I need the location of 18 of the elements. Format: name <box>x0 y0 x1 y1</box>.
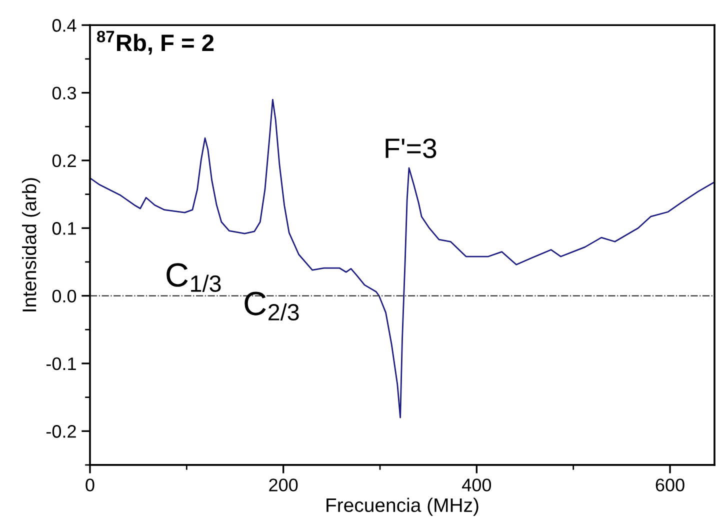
annotation: C$_{2/3}$ <box>244 292 299 321</box>
y-axis-title: Intensidad (arb) <box>22 178 40 312</box>
y-tick-label: -0.2 <box>46 425 76 438</box>
x-tick-label: 400 <box>462 478 492 492</box>
y-tick-label: -0.1 <box>46 357 76 370</box>
annotation: C$_{1/3}$ <box>166 263 221 292</box>
annotation: F'=3 <box>386 138 436 158</box>
y-tick-label: 0.3 <box>52 86 76 100</box>
x-tick-label: 0 <box>86 478 94 492</box>
x-axis-title: Frecuencia (MHz) <box>326 498 478 516</box>
line-series <box>90 98 714 418</box>
y-tick-label: 0.4 <box>52 19 76 32</box>
annotation: $^{87}$Rb, F = 2 <box>96 30 214 55</box>
x-tick-label: 600 <box>656 478 684 492</box>
y-tick-label: 0.1 <box>52 222 76 235</box>
x-tick-label: 200 <box>269 478 298 492</box>
y-tick-label: 0.2 <box>52 154 76 168</box>
y-tick-label: 0.0 <box>52 290 76 302</box>
